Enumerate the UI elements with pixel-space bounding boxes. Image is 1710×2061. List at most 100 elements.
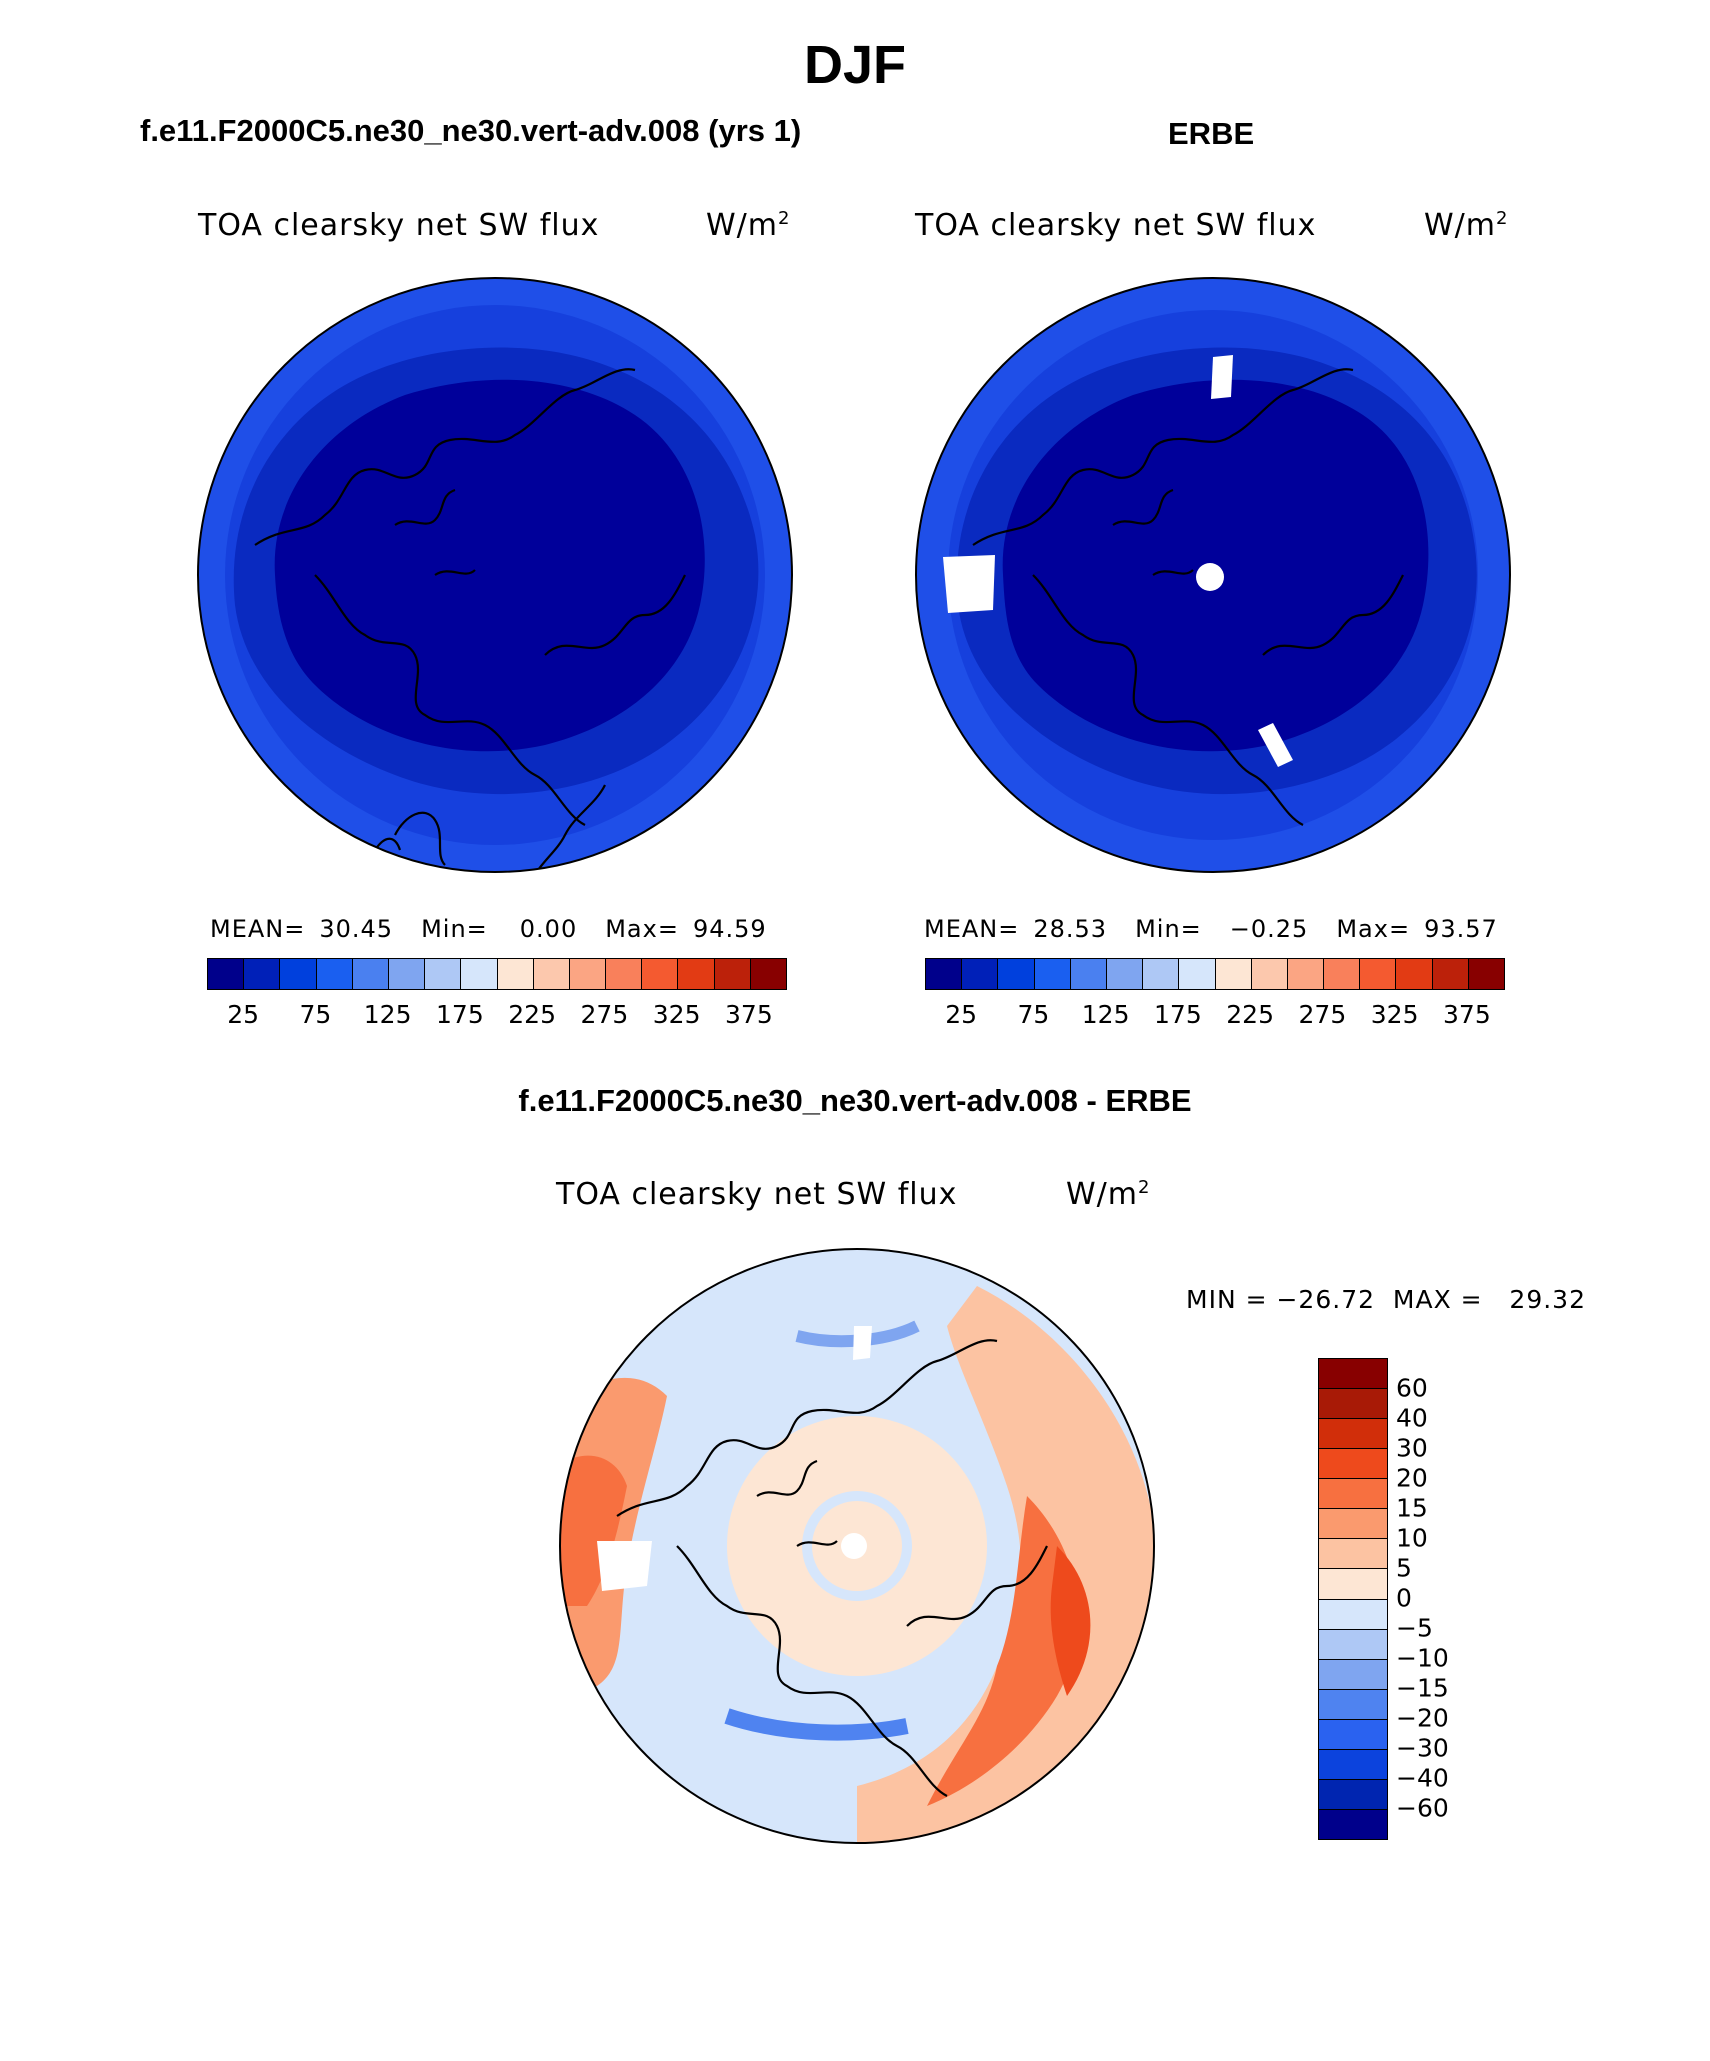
right-colorbar-swatch [1033,959,1070,989]
right-colorbar-swatch [997,959,1034,989]
left-colorbar-tick-label: 375 [725,1000,773,1029]
left-colorbar-tick-label: 125 [363,1000,412,1029]
left-colorbar-tick-label: 75 [299,1000,332,1029]
left-colorbar-swatch [641,959,678,989]
right-colorbar-swatch [1395,959,1432,989]
right-colorbar-tick-label: 25 [945,1000,978,1029]
missing-data-patch [597,1541,652,1591]
diff-colorbar-swatch [1319,1388,1387,1419]
right-colorbar-swatch [1178,959,1215,989]
diff-colorbar-swatch [1319,1478,1387,1509]
left-colorbar-swatch [279,959,316,989]
left-stats: MEAN= 30.45 Min= 0.00 Max= 94.59 [210,915,767,943]
diff-colorbar-tick-label: 10 [1396,1523,1428,1553]
diff-field-hot-west [560,1455,627,1606]
diff-field-hot [927,1496,1079,1806]
right-colorbar-swatch [926,959,962,989]
right-colorbar-swatch [1359,959,1396,989]
right-stats: MEAN= 28.53 Min= −0.25 Max= 93.57 [924,915,1498,943]
map-border [915,277,1511,873]
left-colorbar-tick-label: 175 [436,1000,484,1029]
diff-colorbar-swatch [1319,1418,1387,1449]
diff-colorbar-swatch [1319,1538,1387,1569]
right-colorbar-tick-label: 325 [1370,1000,1419,1029]
right-units-label: W/m2 [1424,208,1509,243]
diff-colorbar-tick-label: 60 [1396,1373,1428,1403]
diff-panel-title: f.e11.F2000C5.ne30_ne30.vert-adv.008 - E… [518,1083,1192,1118]
map-field-core [274,379,705,752]
diff-field-warm [857,1286,1154,1843]
diff-polar-map [559,1248,1155,1844]
left-units-label: W/m2 [706,208,791,243]
right-colorbar-tick-label: 175 [1154,1000,1202,1029]
diff-colorbar-tick-label: −15 [1396,1673,1449,1703]
missing-data-patch [1258,723,1293,767]
diff-colorbar-tick-label: 15 [1396,1493,1428,1523]
diff-minmax: MIN = −26.72 MAX = 29.32 [1186,1285,1586,1314]
diff-colorbar-swatch [1319,1568,1387,1599]
diff-colorbar-swatch [1319,1628,1387,1659]
diff-colorbar-tick-label: −5 [1396,1613,1433,1643]
coastline [254,368,686,872]
right-panel-title: ERBE [1168,116,1255,151]
main-title: DJF [803,35,906,95]
left-colorbar-swatch [387,959,425,989]
diff-colorbar-swatch [1319,1718,1387,1749]
map-border [559,1248,1155,1844]
left-colorbar-swatch [677,959,714,989]
diff-colorbar-tick-label: 5 [1396,1553,1412,1583]
right-colorbar-swatch [1142,959,1179,989]
diff-field-ring [802,1491,912,1601]
right-colorbar-tick-label: 75 [1017,1000,1050,1029]
left-colorbar-swatch [713,959,750,989]
left-panel-title: f.e11.F2000C5.ne30_ne30.vert-adv.008 (yr… [140,113,802,148]
right-colorbar-tick-label: 275 [1298,1000,1347,1029]
left-colorbar-swatch [532,959,569,989]
right-colorbar-swatch [1286,959,1324,989]
left-colorbar-tick-label: 275 [580,1000,629,1029]
missing-data-patch [1211,355,1233,399]
left-polar-map [197,277,793,873]
left-colorbar-tick-label: 25 [227,1000,260,1029]
diff-colorbar-tick-label: 0 [1396,1583,1412,1613]
right-colorbar-tick-label: 125 [1081,1000,1130,1029]
left-colorbar-swatch [496,959,533,989]
left-colorbar-swatch [424,959,461,989]
right-colorbar-swatch [961,959,998,989]
coastline [972,368,1404,826]
left-colorbar-swatch [315,959,352,989]
right-colorbar-swatch [1323,959,1360,989]
diff-colorbar-swatch [1319,1778,1387,1809]
diff-colorbar-swatch [1319,1748,1387,1779]
diff-colorbar-tick-label: −60 [1396,1793,1449,1823]
diff-colorbar-swatch [1319,1448,1387,1479]
diff-colorbar-swatch [1319,1508,1387,1539]
missing-data-patch [943,555,995,613]
right-colorbar-swatch [1069,959,1106,989]
diff-field-blue-band [724,1708,909,1741]
right-colorbar-swatch [1467,959,1504,989]
left-variable-label: TOA clearsky net SW flux [198,208,600,243]
left-colorbar-tick-label: 225 [508,1000,556,1029]
left-colorbar-swatch [568,959,606,989]
diff-colorbar-swatch [1319,1688,1387,1719]
missing-data-patch [853,1326,872,1360]
diff-colorbar-tick-label: −30 [1396,1733,1449,1763]
diff-colorbar-swatch [1319,1658,1387,1689]
diff-field-hotter [1050,1546,1091,1696]
right-colorbar-tick-label: 375 [1443,1000,1491,1029]
diff-colorbar-tick-label: −40 [1396,1763,1449,1793]
left-colorbar-swatch [749,959,786,989]
left-colorbar [207,958,787,990]
right-polar-map [915,277,1511,873]
diff-colorbar-swatch [1319,1598,1387,1629]
coastline [616,1339,1048,1797]
missing-data-pole [1196,563,1224,591]
diff-colorbar-tick-label: 30 [1396,1433,1428,1463]
map-border [197,277,793,873]
right-variable-label: TOA clearsky net SW flux [915,208,1317,243]
missing-data-pole [841,1533,867,1559]
right-colorbar-tick-label: 225 [1226,1000,1274,1029]
left-colorbar-swatch [605,959,642,989]
right-colorbar-ticks: 25 75 125 175 225 275 325 375 [925,1000,1503,1034]
